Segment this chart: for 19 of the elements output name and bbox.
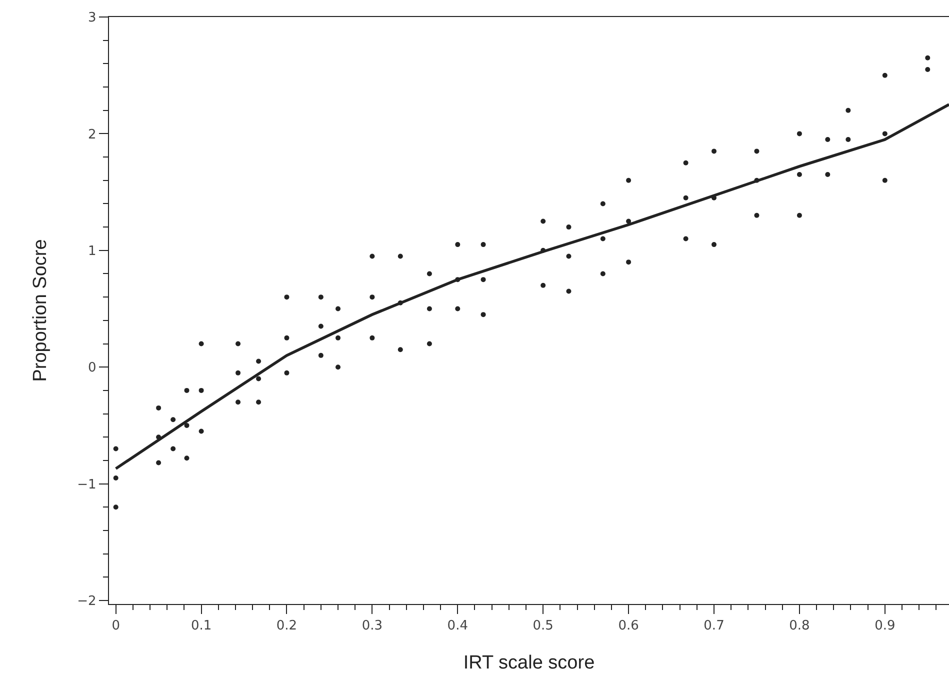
x-tick-label: 0.3 — [362, 618, 383, 634]
x-tick-label: 0.5 — [532, 618, 554, 634]
y-tick-label: 2 — [88, 127, 96, 142]
y-tick-label: 0 — [88, 360, 96, 376]
x-axis-title: IRT scale score — [463, 652, 595, 674]
x-tick-label: 0 — [112, 618, 120, 634]
x-tick-label: 0.7 — [704, 618, 724, 634]
x-tick-label: 0.8 — [789, 618, 810, 634]
line-series — [114, 103, 949, 470]
y-tick-label: 3 — [88, 10, 96, 26]
y-tick-label: 1 — [88, 244, 96, 259]
y-axis-title: Proportion Socre — [30, 239, 51, 382]
x-tick-label: 0.1 — [190, 618, 212, 634]
y-tick-label: −1 — [77, 477, 96, 492]
y-tick-label: −2 — [77, 594, 96, 610]
x-tick-label: 0.2 — [276, 618, 298, 634]
x-tick-label: 0.6 — [618, 618, 639, 634]
x-tick-label: 0.4 — [447, 618, 468, 634]
x-tick-label: 0.9 — [874, 618, 896, 634]
